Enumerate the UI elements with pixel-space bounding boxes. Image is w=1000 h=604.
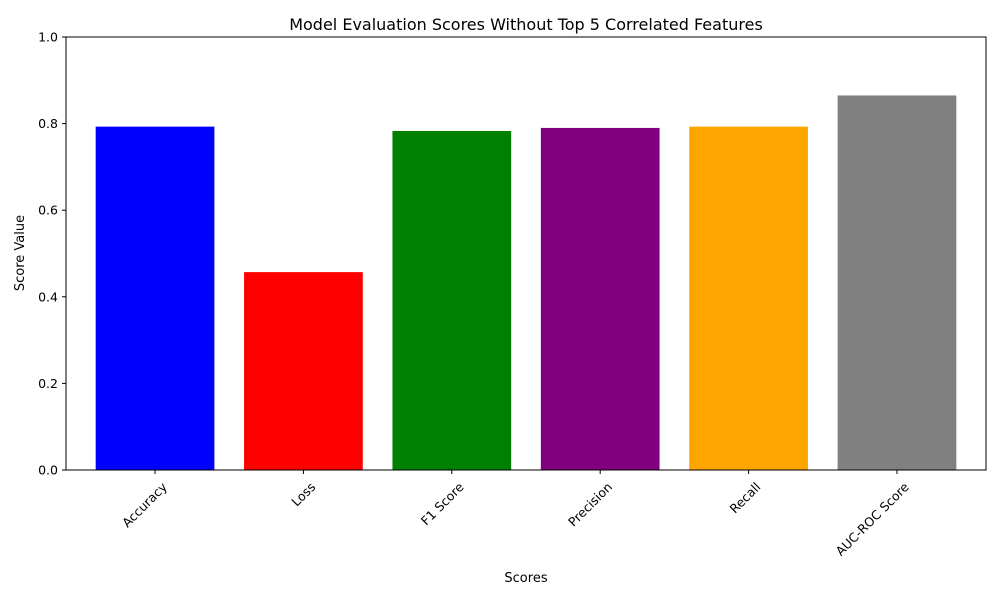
y-tick-label: 0.2 — [38, 376, 58, 391]
bar-accuracy — [95, 126, 215, 471]
bar-auc-roc-score — [837, 95, 957, 470]
bar-precision — [540, 127, 660, 471]
plot-frame — [65, 36, 987, 471]
y-tick-label: 0.0 — [38, 463, 58, 478]
y-axis-label: Score Value — [13, 215, 28, 291]
y-tick-label: 0.6 — [38, 203, 58, 218]
x-axis-label: Scores — [504, 571, 547, 586]
y-tick-label: 1.0 — [38, 30, 58, 45]
chart-title: Model Evaluation Scores Without Top 5 Co… — [289, 15, 763, 34]
bars-layer — [95, 95, 957, 471]
y-tick-label: 0.4 — [38, 289, 58, 304]
bar-recall — [689, 126, 808, 471]
bar-f1-score — [392, 130, 512, 470]
y-ticks: 0.0 0.2 0.4 0.6 0.8 1.0 — [38, 30, 66, 478]
bar-loss — [244, 272, 363, 470]
y-tick-label: 0.8 — [38, 116, 58, 131]
